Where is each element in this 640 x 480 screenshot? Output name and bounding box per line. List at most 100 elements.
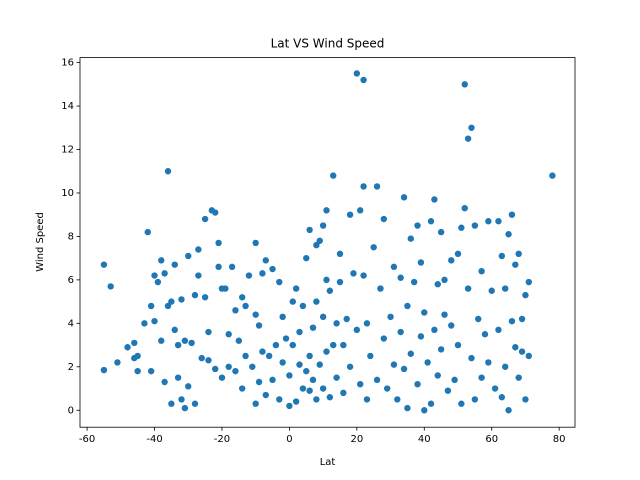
point (289, 298, 296, 305)
point (232, 307, 239, 314)
point (410, 278, 418, 286)
point (495, 218, 502, 225)
y-tick-label: 0 (68, 405, 74, 416)
point (323, 207, 330, 214)
point (357, 380, 364, 388)
point (238, 294, 246, 301)
point (346, 363, 354, 370)
point (195, 246, 202, 253)
point (218, 374, 226, 381)
point (353, 70, 361, 77)
point (242, 352, 249, 360)
point (437, 228, 445, 236)
point (346, 211, 354, 218)
point (164, 168, 172, 175)
point (458, 224, 465, 231)
point (336, 278, 344, 286)
point (421, 407, 428, 414)
x-tick-label: 0 (286, 434, 292, 445)
point (174, 374, 182, 381)
point (431, 196, 438, 203)
point (178, 396, 185, 403)
point (417, 333, 425, 340)
point (397, 274, 404, 281)
point (360, 183, 367, 190)
point (303, 254, 310, 262)
point (279, 359, 286, 366)
point (168, 400, 175, 407)
point (330, 172, 337, 179)
point (262, 257, 269, 264)
point (360, 76, 367, 84)
point (174, 341, 182, 349)
point (252, 311, 259, 318)
point (458, 400, 465, 407)
point (383, 385, 391, 392)
point (198, 354, 205, 362)
x-tick-label: 40 (418, 434, 431, 445)
point (178, 296, 185, 303)
point (205, 328, 212, 336)
point (421, 309, 428, 316)
point (441, 311, 448, 318)
point (252, 400, 259, 407)
point (397, 328, 404, 336)
point (464, 285, 472, 292)
point (225, 331, 232, 338)
point (380, 215, 388, 223)
y-tick-label: 8 (68, 231, 74, 242)
y-tick-label: 4 (68, 318, 74, 329)
y-tick-label: 12 (61, 145, 74, 156)
point (265, 352, 273, 360)
point (461, 204, 468, 212)
point (441, 276, 448, 284)
point (100, 261, 108, 268)
point (414, 222, 421, 229)
point (363, 320, 371, 327)
point (448, 322, 455, 329)
point (330, 341, 337, 349)
point (107, 283, 114, 290)
point (323, 276, 330, 284)
point (154, 278, 162, 286)
point (134, 367, 141, 375)
point (357, 207, 364, 214)
point (431, 326, 438, 334)
point (508, 211, 516, 218)
point (316, 237, 323, 244)
point (505, 407, 512, 414)
point (124, 344, 131, 351)
point (306, 387, 313, 394)
point (468, 124, 475, 131)
point (333, 320, 340, 327)
point (259, 348, 266, 355)
point (225, 363, 232, 370)
x-axis-label: Lat (320, 457, 336, 468)
point (515, 374, 522, 381)
point (222, 285, 229, 292)
point (151, 272, 158, 279)
point (306, 352, 313, 360)
point (168, 298, 175, 305)
point (390, 361, 398, 368)
point (478, 374, 485, 381)
point (158, 257, 165, 264)
point (313, 396, 320, 403)
point (191, 400, 199, 407)
point (188, 339, 195, 347)
point (279, 313, 286, 321)
point (249, 363, 256, 370)
point (522, 291, 529, 299)
y-axis-label: Wind Speed (35, 212, 46, 272)
point (404, 404, 411, 412)
point (367, 352, 374, 360)
point (414, 380, 421, 388)
point (471, 396, 479, 403)
y-tick-label: 16 (61, 58, 74, 69)
point (461, 81, 468, 88)
point (296, 361, 303, 368)
point (471, 222, 479, 229)
point (495, 326, 502, 334)
point (144, 228, 151, 236)
